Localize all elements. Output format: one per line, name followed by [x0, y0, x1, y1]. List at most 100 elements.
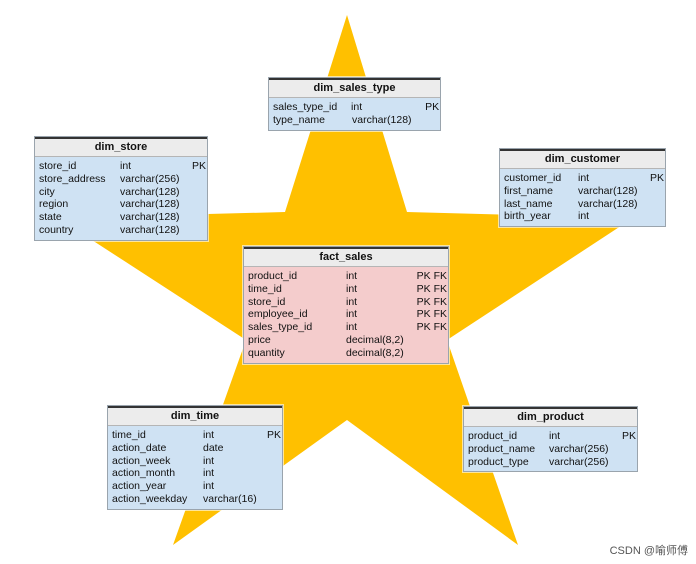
column-row: birth_year int	[500, 210, 665, 223]
column-row: customer_id int PK	[500, 172, 665, 185]
column-name: first_name	[504, 184, 554, 197]
column-row: last_name varchar(128)	[500, 198, 665, 211]
column-type: varchar(128)	[120, 211, 180, 224]
column-key	[664, 198, 665, 211]
column-row: store_address varchar(256)	[35, 173, 207, 186]
column-type: int	[549, 430, 561, 442]
column-name: customer_id	[504, 172, 562, 184]
column-type: varchar(256)	[120, 172, 180, 185]
table-title: dim_product	[464, 407, 637, 427]
column-key	[281, 480, 282, 493]
column-name: quantity	[248, 346, 285, 359]
column-row: action_date date	[108, 442, 282, 455]
column-key: PK FK	[416, 270, 447, 282]
column-name: country	[39, 223, 74, 236]
table-title: fact_sales	[244, 247, 448, 267]
column-key	[206, 173, 207, 186]
column-key	[447, 334, 448, 347]
column-row: product_id int PK FK	[244, 270, 448, 283]
column-type: int	[346, 308, 358, 321]
column-name: birth_year	[504, 210, 551, 223]
column-key	[206, 198, 207, 211]
column-key: PK FK	[416, 295, 447, 308]
column-row: product_id int PK	[464, 430, 637, 443]
column-row: city varchar(128)	[35, 186, 207, 199]
table-columns: product_id int PK product_name varchar(256) p…	[464, 427, 637, 472]
table-title: dim_time	[108, 406, 282, 426]
column-key	[664, 210, 665, 223]
column-type: int	[120, 160, 132, 172]
column-name: state	[39, 211, 62, 224]
column-key: PK FK	[416, 321, 447, 334]
column-row: store_id int PK FK	[244, 296, 448, 309]
column-type: varchar(16)	[203, 492, 257, 505]
table-dim-time[interactable]: dim_time time_id int PK action_date date acti…	[107, 405, 283, 510]
column-key	[636, 456, 637, 469]
column-type: varchar(128)	[578, 197, 638, 210]
column-type: int	[346, 282, 358, 295]
column-name: product_name	[468, 442, 536, 455]
column-row: action_year int	[108, 480, 282, 493]
column-type: int	[346, 295, 358, 308]
table-title: dim_customer	[500, 149, 665, 169]
column-type: int	[346, 270, 358, 282]
column-key	[636, 443, 637, 456]
column-name: store_id	[248, 295, 286, 308]
column-name: store_address	[39, 172, 106, 185]
column-row: action_week int	[108, 455, 282, 468]
column-name: last_name	[504, 197, 553, 210]
column-type: varchar(128)	[120, 198, 180, 211]
column-name: type_name	[273, 113, 325, 126]
table-dim-product[interactable]: dim_product product_id int PK product_name v…	[463, 406, 638, 473]
column-row: product_type varchar(256)	[464, 456, 637, 469]
column-key	[281, 467, 282, 480]
table-title: dim_store	[35, 137, 207, 157]
watermark: CSDN @喻师傅	[609, 545, 688, 557]
column-row: sales_type_id int PK FK	[244, 321, 448, 334]
column-name: store_id	[39, 160, 77, 172]
column-name: action_week	[112, 454, 171, 467]
column-key: PK FK	[416, 282, 447, 295]
column-type: int	[351, 101, 363, 113]
column-key	[281, 442, 282, 455]
column-row: first_name varchar(128)	[500, 185, 665, 198]
column-type: int	[203, 467, 215, 480]
column-type: decimal(8,2)	[346, 346, 404, 359]
column-name: employee_id	[248, 308, 308, 321]
column-type: varchar(128)	[352, 113, 412, 126]
column-row: type_name varchar(128)	[269, 114, 440, 127]
column-row: store_id int PK	[35, 160, 207, 173]
column-name: region	[39, 198, 69, 211]
table-dim-sales-type[interactable]: dim_sales_type sales_type_id int PK type_na…	[268, 77, 441, 131]
table-fact-sales[interactable]: fact_sales product_id int PK FK time_id int P…	[243, 246, 449, 364]
column-type: int	[578, 172, 590, 184]
table-columns: customer_id int PK first_name varchar(128) la…	[500, 169, 665, 227]
column-type: varchar(128)	[120, 185, 180, 198]
column-type: int	[203, 480, 215, 493]
column-name: product_id	[468, 430, 518, 442]
column-key	[206, 211, 207, 224]
column-type: int	[578, 210, 590, 223]
column-name: time_id	[112, 429, 146, 441]
column-row: region varchar(128)	[35, 198, 207, 211]
column-name: action_year	[112, 480, 167, 493]
column-key	[281, 493, 282, 506]
table-dim-customer[interactable]: dim_customer customer_id int PK first_name v…	[499, 148, 666, 228]
column-row: product_name varchar(256)	[464, 443, 637, 456]
column-row: state varchar(128)	[35, 211, 207, 224]
column-key	[281, 455, 282, 468]
column-type: varchar(128)	[578, 184, 638, 197]
column-row: action_weekday varchar(16)	[108, 493, 282, 506]
column-key	[439, 114, 440, 127]
column-row: time_id int PK FK	[244, 283, 448, 296]
column-key: PK	[266, 429, 281, 441]
column-row: quantity decimal(8,2)	[244, 347, 448, 360]
column-name: action_date	[112, 441, 167, 454]
column-name: price	[248, 333, 271, 346]
column-key: PK	[649, 172, 664, 184]
column-key	[447, 347, 448, 360]
table-dim-store[interactable]: dim_store store_id int PK store_address varc…	[34, 136, 208, 241]
column-name: city	[39, 185, 55, 198]
column-type: int	[346, 321, 358, 334]
column-row: price decimal(8,2)	[244, 334, 448, 347]
